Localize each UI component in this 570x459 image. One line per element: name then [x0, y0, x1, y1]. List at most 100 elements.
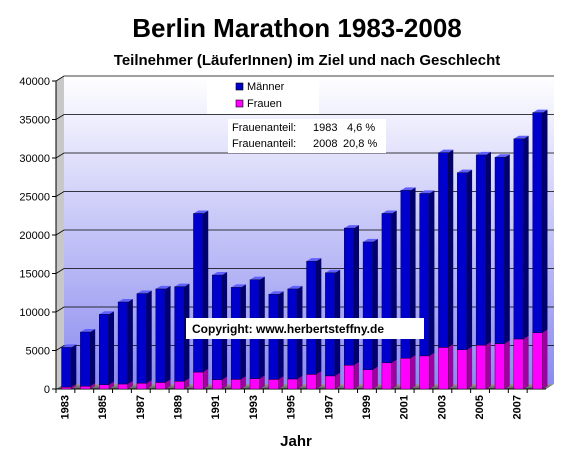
bar-side: [240, 376, 246, 389]
bar-side: [90, 329, 96, 387]
bar-side: [391, 210, 397, 363]
x-axis-label: Jahr: [280, 433, 312, 450]
gridline: [55, 152, 554, 159]
bar-side: [146, 290, 152, 384]
bar-frauen-1989: [174, 381, 185, 390]
bar-frauen-1983: [61, 386, 72, 390]
bar-top: [532, 109, 548, 113]
bar-side: [429, 190, 435, 356]
share-annotation: Frauenanteil: 1983 4,6 % Frauenanteil: 2…: [228, 119, 386, 153]
bar-maenner-1998: [344, 227, 355, 366]
bar-top: [249, 276, 265, 280]
bar-top: [306, 258, 322, 262]
bar-maenner-2006: [494, 157, 505, 344]
bar-side: [71, 344, 77, 388]
y-tick-label: 10000: [19, 307, 50, 319]
bar-frauen-1993: [249, 378, 260, 390]
bar-side: [259, 375, 265, 389]
share-row-2-label: Frauenanteil:: [232, 138, 296, 150]
bar-side: [485, 342, 491, 389]
bar-side: [278, 376, 284, 389]
bar-maenner-2002: [419, 193, 430, 357]
bar-top: [476, 151, 491, 155]
bar-maenner-1988: [155, 288, 166, 383]
bar-frauen-1987: [136, 383, 147, 390]
bar-side: [90, 383, 96, 389]
bar-side: [335, 372, 341, 389]
bar-top: [287, 285, 303, 289]
bar-frauen-1986: [117, 383, 129, 390]
legend: Männer Frauen: [207, 78, 319, 114]
y-tick-label: 5000: [26, 346, 50, 358]
bar-top: [268, 291, 284, 295]
bar-top: [494, 154, 510, 158]
gridline: [55, 114, 554, 120]
bar-top: [118, 298, 133, 302]
bar-side: [523, 335, 529, 389]
y-tick-label: 25000: [19, 192, 50, 204]
bar-top: [419, 190, 435, 194]
bar-frauen-2003: [438, 347, 449, 390]
bar-side: [467, 346, 473, 389]
bar-frauen-1988: [155, 382, 166, 390]
bar-side: [316, 371, 322, 389]
bar-frauen-1999: [362, 369, 374, 390]
bar-side: [109, 311, 115, 385]
bar-side: [354, 362, 360, 389]
share-row-1-value: 4,6 %: [347, 122, 375, 134]
x-tick-label: 2005: [474, 395, 486, 419]
bar-maenner-1996: [306, 260, 317, 375]
bar-side: [222, 376, 228, 389]
bar-frauen-1984: [80, 386, 91, 390]
bar-frauen-2006: [494, 343, 505, 390]
bar-side: [542, 109, 548, 333]
bar-maenner-2000: [381, 213, 392, 364]
share-annotation-box: [228, 119, 386, 153]
bar-frauen-1994: [268, 379, 279, 390]
bar-side: [467, 169, 473, 350]
legend-label-maenner: Männer: [247, 81, 285, 93]
legend-swatch-frauen: [235, 99, 244, 108]
x-tick-label: 1997: [323, 395, 335, 419]
bar-side: [429, 352, 435, 389]
bar-frauen-1985: [99, 384, 110, 390]
bar-frauen-1995: [287, 378, 298, 390]
bar-maenner-1987: [136, 293, 147, 384]
copyright-text: Copyright: www.herbertsteffny.de: [192, 322, 384, 336]
bar-side: [391, 359, 397, 389]
bar-side: [71, 384, 77, 389]
bar-frauen-2001: [400, 358, 411, 390]
bar-side: [542, 329, 548, 389]
bar-side: [146, 380, 152, 389]
bar-side: [203, 369, 209, 389]
y-tick-label: 40000: [19, 76, 50, 88]
share-row-2-value: 20,8 %: [343, 138, 377, 150]
x-tick-label: 2003: [436, 395, 448, 419]
bar-frauen-2007: [513, 338, 524, 390]
bar-maenner-1983: [61, 347, 72, 388]
bar-side: [372, 366, 378, 389]
y-tick-label: 30000: [19, 153, 50, 165]
x-tick-label: 2001: [399, 395, 411, 419]
bar-side: [410, 355, 416, 389]
bar-maenner-1984: [80, 331, 91, 387]
x-tick-label: 2007: [512, 395, 524, 419]
y-tick-label: 0: [44, 384, 50, 396]
bar-top: [363, 238, 378, 242]
bar-side: [354, 225, 360, 366]
bar-top: [61, 344, 77, 348]
bar-frauen-2000: [381, 362, 392, 390]
x-tick-label: 1993: [248, 395, 260, 419]
bar-top: [155, 285, 171, 289]
bar-maenner-2007: [513, 138, 524, 340]
bar-frauen-2002: [419, 355, 430, 390]
x-tick-label: 1985: [97, 395, 109, 419]
bar-side: [127, 298, 133, 384]
bar-maenner-2004: [457, 172, 468, 350]
bar-maenner-2001: [400, 190, 411, 359]
bar-side: [485, 151, 491, 346]
bar-top: [513, 135, 529, 139]
bar-frauen-1991: [212, 379, 223, 390]
bar-top: [193, 210, 209, 214]
bar-top: [400, 187, 416, 191]
